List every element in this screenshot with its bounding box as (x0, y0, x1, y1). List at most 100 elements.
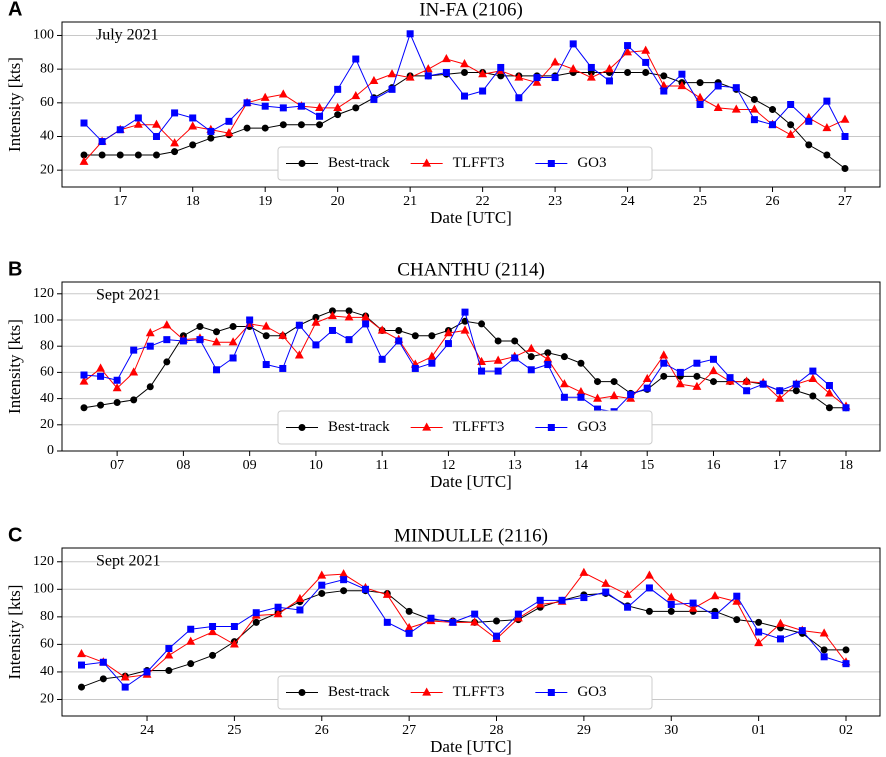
marker (709, 378, 717, 386)
y-tick-label: 20 (40, 692, 54, 707)
marker (824, 388, 834, 397)
legend-label: Best-track (328, 155, 390, 171)
marker (713, 102, 723, 111)
marker (547, 689, 555, 696)
plot-frame (61, 21, 881, 188)
marker (145, 328, 155, 337)
y-tick-label: 60 (40, 95, 54, 110)
marker (279, 364, 287, 372)
marker (207, 134, 215, 142)
marker (733, 616, 741, 624)
marker (822, 123, 832, 132)
marker (78, 661, 85, 669)
chart-title: CHANTHU (2114) (397, 259, 545, 280)
plot-frame (61, 281, 881, 452)
y-tick-label: 20 (40, 417, 54, 432)
marker (229, 354, 237, 362)
marker (759, 380, 767, 388)
marker (80, 404, 88, 412)
y-tick-label: 40 (40, 391, 54, 406)
marker (179, 337, 187, 345)
marker (261, 124, 269, 132)
y-tick-label: 40 (40, 664, 54, 679)
marker (99, 658, 107, 666)
marker (536, 596, 544, 604)
marker (152, 151, 160, 159)
marker (116, 126, 124, 134)
marker (733, 592, 741, 600)
x-tick-label: 28 (490, 723, 504, 738)
marker (224, 128, 234, 137)
marker (78, 683, 85, 691)
marker (187, 625, 195, 633)
legend-box (277, 410, 653, 445)
marker (260, 92, 270, 101)
marker (660, 72, 668, 80)
marker (786, 129, 796, 138)
marker (278, 89, 288, 98)
marker (213, 328, 221, 336)
marker (494, 367, 502, 375)
marker (750, 95, 758, 103)
marker (577, 359, 585, 367)
series-line (81, 572, 847, 678)
marker (228, 337, 238, 346)
marker (558, 596, 566, 604)
marker (819, 628, 829, 637)
marker (378, 355, 386, 363)
legend-label: GO3 (577, 155, 606, 171)
marker (146, 383, 154, 391)
marker (709, 366, 718, 375)
marker (693, 359, 701, 367)
legend-label: Best-track (328, 419, 390, 435)
marker (809, 367, 817, 375)
marker (208, 626, 217, 636)
marker (427, 351, 437, 360)
legend-label: TLFFT3 (453, 419, 505, 435)
legend-label: Best-track (328, 684, 390, 700)
x-tick-label: 11 (375, 458, 388, 473)
marker (514, 72, 524, 81)
x-tick-label: 20 (331, 194, 345, 209)
marker (693, 372, 701, 380)
marker (315, 102, 324, 111)
marker (80, 371, 88, 379)
y-tick-label: 60 (40, 637, 54, 652)
marker (209, 622, 217, 630)
x-tick-label: 25 (693, 194, 707, 209)
marker (98, 138, 106, 146)
marker (297, 121, 305, 129)
marker (695, 92, 705, 101)
marker (243, 124, 251, 132)
x-tick-label: 12 (441, 458, 455, 473)
x-tick-label: 15 (640, 458, 654, 473)
series-line (81, 579, 847, 688)
legend-label: GO3 (577, 419, 606, 435)
marker (750, 116, 758, 124)
x-tick-label: 21 (403, 194, 417, 209)
marker (129, 367, 139, 376)
marker (808, 373, 818, 383)
x-tick-label: 01 (752, 723, 766, 738)
marker (568, 64, 578, 73)
marker (792, 380, 800, 388)
marker (696, 101, 704, 108)
marker (362, 320, 370, 328)
marker (171, 148, 179, 156)
legend-label: TLFFT3 (453, 155, 505, 171)
x-tick-label: 24 (621, 194, 635, 209)
marker (842, 404, 850, 412)
x-tick-label: 14 (574, 458, 588, 473)
marker (710, 591, 720, 600)
marker (311, 317, 321, 326)
marker (755, 618, 763, 626)
x-tick-label: 09 (243, 458, 257, 473)
marker (387, 69, 397, 78)
marker (732, 596, 742, 605)
marker (340, 587, 348, 595)
marker (312, 341, 320, 349)
marker (624, 42, 632, 50)
marker (842, 646, 850, 654)
marker (406, 30, 414, 38)
marker (515, 94, 523, 102)
